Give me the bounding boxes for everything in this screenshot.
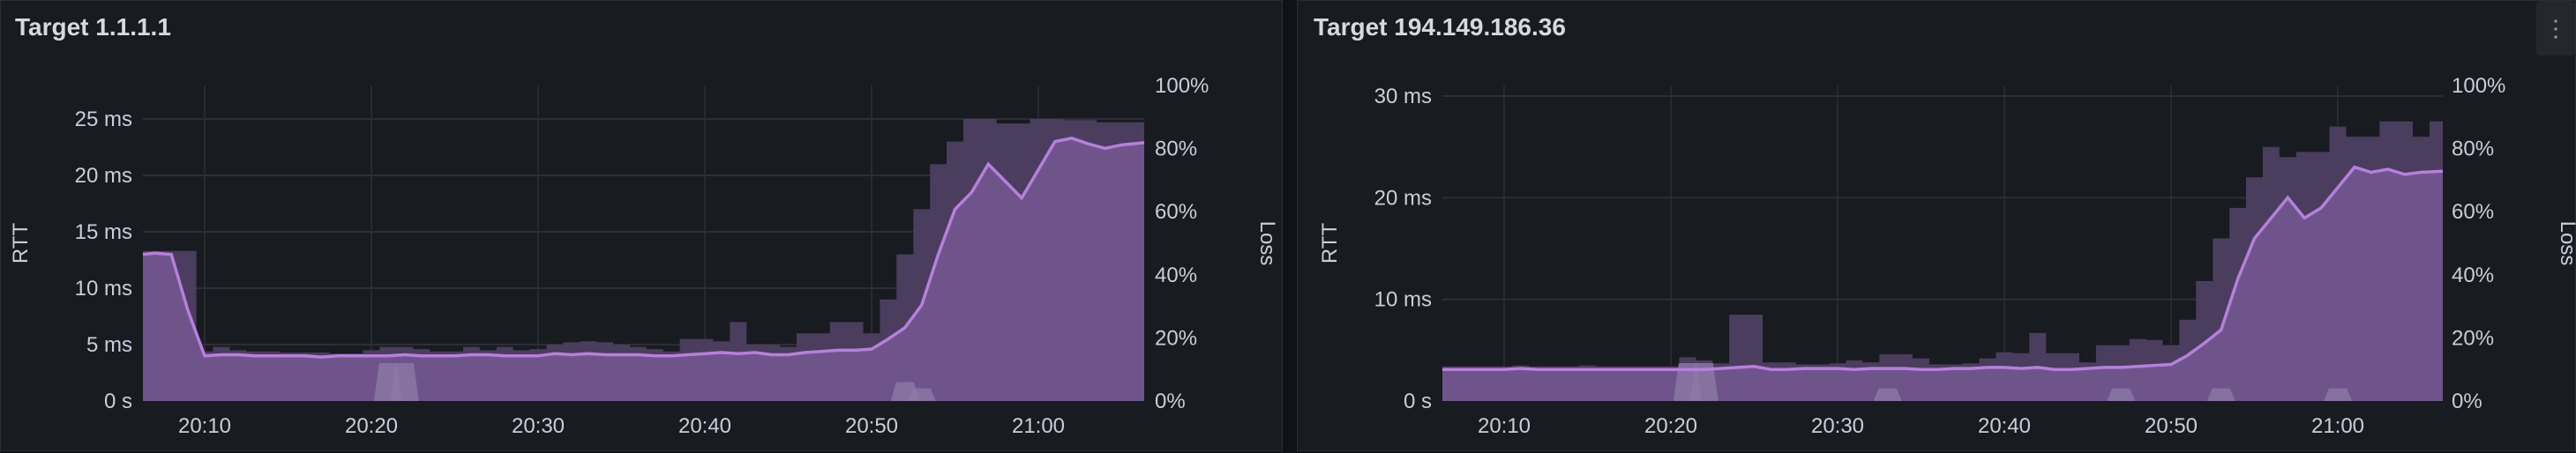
- panel-title: Target 194.149.186.36: [1314, 13, 1566, 41]
- x-tick-label: 21:00: [1012, 414, 1065, 438]
- y-tick-label: 20 ms: [75, 164, 132, 188]
- x-tick-label: 20:40: [1978, 414, 2031, 438]
- panel-menu-button[interactable]: ⋮: [2536, 1, 2575, 56]
- y2-axis-label: Loss: [1255, 221, 1279, 266]
- rtt-median-area: [143, 137, 1144, 402]
- rtt-median-line: [1442, 165, 2444, 371]
- y-tick-label: 0 s: [104, 390, 132, 413]
- y2-tick-label: 0%: [2452, 390, 2482, 413]
- y2-axis-label: Loss: [2556, 221, 2576, 266]
- y-tick-label: 25 ms: [75, 108, 132, 131]
- rtt-median-line: [142, 136, 1145, 359]
- x-tick-label: 20:10: [1478, 414, 1531, 438]
- y-tick-label: 15 ms: [75, 220, 132, 244]
- loss-area: [907, 388, 936, 401]
- y2-tick-label: 40%: [1155, 264, 1197, 287]
- panel-target-1-1-1-1: Target 1.1.1.1 0 s 5 ms 10 ms 15 ms 20 ms 25 …: [0, 0, 1283, 451]
- y-axis-label: RTT: [1318, 223, 1342, 264]
- y2-tick-label: 80%: [2452, 137, 2494, 161]
- y2-tick-label: 100%: [1155, 74, 1209, 98]
- loss-area: [1873, 388, 1902, 401]
- x-tick-label: 21:00: [2311, 414, 2364, 438]
- y-axis-label: RTT: [9, 223, 33, 264]
- rtt-loss-chart: 0 s 5 ms 10 ms 15 ms 20 ms 25 ms 20:10 20:20 20:…: [9, 74, 1279, 438]
- x-tick-label: 20:50: [845, 414, 898, 438]
- y2-tick-label: 60%: [1155, 200, 1197, 224]
- loss-area: [2206, 388, 2235, 401]
- y2-tick-label: 100%: [2452, 74, 2505, 98]
- rtt-loss-chart: 0 s 10 ms 20 ms 30 ms 20:10 20:20 20:30 20:40 20…: [1318, 74, 2576, 438]
- y-tick-label: 10 ms: [75, 277, 132, 301]
- panel-title: Target 1.1.1.1: [15, 13, 171, 41]
- y-tick-label: 5 ms: [86, 333, 132, 357]
- rtt-median-area: [1442, 167, 2443, 401]
- loss-area: [2107, 388, 2136, 401]
- loss-area: [390, 363, 419, 401]
- y2-tick-label: 60%: [2452, 200, 2494, 224]
- y-tick-label: 0 s: [1404, 390, 1432, 413]
- y2-tick-label: 20%: [2452, 326, 2494, 350]
- panel-target-194-149-186-36: Target 194.149.186.36 0 s 10 ms 20 ms 30 ms…: [1297, 0, 2576, 451]
- x-tick-label: 20:40: [678, 414, 731, 438]
- rtt-max-band: [1442, 121, 2443, 402]
- loss-area: [2324, 388, 2352, 401]
- y2-tick-label: 80%: [1155, 137, 1197, 161]
- x-tick-label: 20:20: [1644, 414, 1697, 438]
- x-tick-label: 20:10: [178, 414, 231, 438]
- y-tick-label: 10 ms: [1374, 288, 1432, 312]
- x-tick-label: 20:30: [1811, 414, 1864, 438]
- y2-tick-label: 40%: [2452, 264, 2494, 287]
- x-tick-label: 20:50: [2145, 414, 2198, 438]
- vertical-ellipsis-icon: ⋮: [2544, 14, 2567, 41]
- y2-tick-label: 20%: [1155, 326, 1197, 350]
- y-tick-label: 30 ms: [1374, 85, 1432, 108]
- y2-tick-label: 0%: [1155, 390, 1186, 413]
- loss-area: [1689, 363, 1719, 401]
- y-tick-label: 20 ms: [1374, 186, 1432, 210]
- rtt-max-band: [143, 119, 1144, 401]
- x-tick-label: 20:20: [345, 414, 398, 438]
- x-tick-label: 20:30: [512, 414, 565, 438]
